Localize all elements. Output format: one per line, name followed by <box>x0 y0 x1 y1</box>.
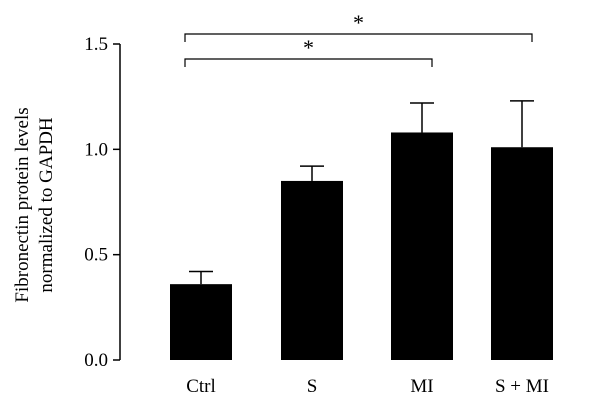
x-tick-label: Ctrl <box>186 376 216 397</box>
significance-brackets: ** <box>184 10 533 67</box>
x-tick-label: MI <box>410 376 433 397</box>
bar <box>391 132 453 360</box>
significance-label: * <box>353 10 364 35</box>
significance-bracket <box>184 58 433 67</box>
x-tick-label: S + MI <box>495 376 549 397</box>
significance-label: * <box>303 35 314 60</box>
y-axis-label-line2: normalized to GAPDH <box>36 117 57 292</box>
y-tick-label: 0.5 <box>84 245 108 266</box>
axes: 0.0 0.5 1.0 1.5 Ctrl S MI S + MI <box>84 34 549 397</box>
bar <box>491 147 553 360</box>
x-tick-label: S <box>307 376 318 397</box>
significance-bracket <box>184 33 533 42</box>
y-tick-label: 0.0 <box>84 350 108 371</box>
bars <box>170 132 553 360</box>
y-tick-label: 1.0 <box>84 139 108 160</box>
y-tick-label: 1.5 <box>84 34 108 55</box>
bar <box>281 180 343 360</box>
y-axis-label-line1: Fibronectin protein levels <box>12 107 33 302</box>
y-axis-label: Fibronectin protein levels normalized to… <box>12 107 57 302</box>
bar <box>170 284 232 360</box>
error-bars <box>189 100 534 285</box>
